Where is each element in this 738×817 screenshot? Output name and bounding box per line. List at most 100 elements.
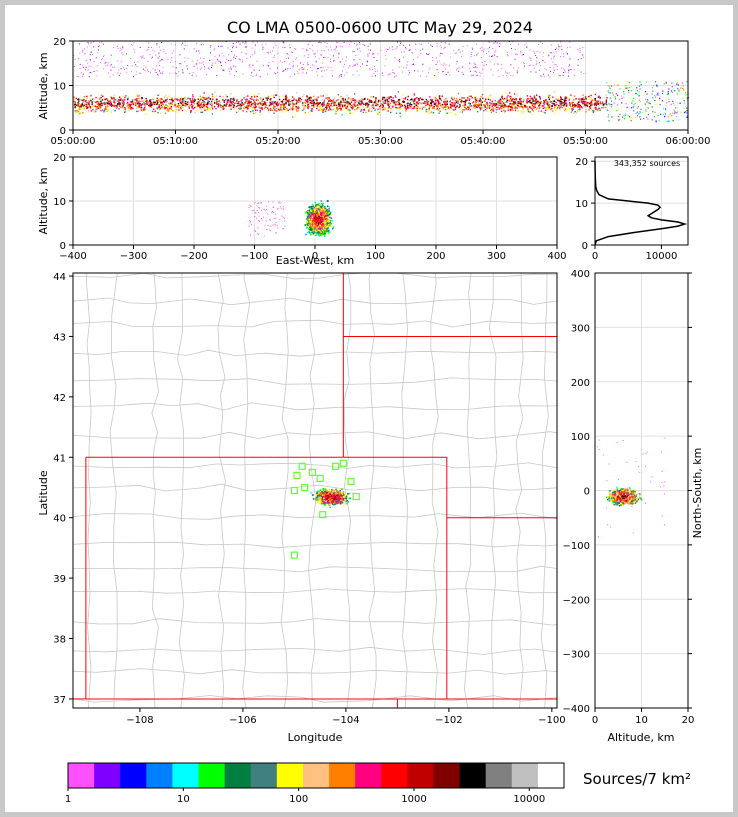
source-point (118, 103, 120, 105)
source-point (276, 101, 279, 103)
source-point (547, 54, 549, 56)
source-point (645, 98, 647, 100)
source-point (249, 97, 252, 100)
source-point (583, 98, 585, 101)
source-point (314, 232, 316, 234)
source-point (310, 211, 313, 213)
source-point (374, 104, 377, 107)
source-point (215, 107, 217, 110)
source-point (363, 98, 366, 100)
source-point (258, 69, 260, 71)
source-point (347, 108, 349, 111)
source-point (495, 41, 497, 43)
source-point (512, 101, 515, 103)
source-point (172, 110, 175, 112)
source-point (292, 116, 294, 118)
source-point (92, 98, 94, 100)
source-point (275, 102, 277, 105)
source-point (117, 72, 119, 74)
source-point (264, 103, 266, 105)
source-point (89, 60, 91, 62)
source-point (568, 75, 570, 77)
source-point (459, 104, 461, 106)
source-point (534, 106, 537, 108)
source-point (457, 101, 459, 103)
source-point (85, 69, 87, 71)
source-point (273, 112, 275, 114)
source-point (492, 55, 494, 57)
source-point (454, 113, 457, 115)
source-point (84, 104, 87, 107)
source-point (254, 112, 257, 114)
source-point (329, 224, 331, 227)
source-point (254, 94, 256, 96)
source-point (141, 56, 143, 58)
source-point (385, 58, 387, 60)
source-point (514, 58, 516, 60)
source-point (169, 62, 171, 64)
source-point (340, 98, 343, 100)
source-point (271, 101, 273, 103)
source-point (484, 105, 486, 107)
source-point (616, 109, 618, 112)
source-point (584, 106, 587, 108)
source-point (175, 110, 177, 112)
source-point (156, 97, 158, 100)
source-point (324, 231, 326, 234)
source-point (522, 111, 525, 113)
source-point (174, 99, 176, 101)
source-point (525, 106, 527, 108)
source-point (540, 75, 542, 77)
source-point (566, 53, 568, 55)
source-point (528, 100, 530, 103)
source-point (574, 105, 576, 107)
source-point (514, 48, 516, 50)
source-point (456, 97, 458, 100)
source-point (470, 75, 472, 77)
source-point (543, 110, 545, 113)
source-point (671, 91, 673, 93)
source-point (416, 110, 418, 112)
source-point (506, 75, 508, 77)
source-point (428, 103, 430, 106)
source-point (319, 204, 321, 206)
source-point (343, 63, 345, 65)
source-point (533, 106, 535, 108)
source-point (358, 47, 360, 49)
source-point (338, 76, 340, 78)
source-point (498, 104, 500, 107)
source-point (660, 113, 662, 115)
source-point (674, 90, 676, 92)
source-point (510, 105, 512, 108)
source-point (425, 75, 427, 77)
source-point (236, 55, 238, 57)
source-point (230, 67, 232, 69)
source-point (347, 97, 350, 100)
source-point (317, 231, 320, 233)
source-point (315, 234, 317, 237)
source-point (398, 99, 401, 101)
source-point (79, 52, 81, 54)
source-point (377, 113, 379, 115)
source-point (421, 108, 424, 110)
source-point (225, 41, 227, 43)
source-point (489, 99, 491, 101)
source-point (87, 99, 90, 102)
source-point (495, 111, 498, 114)
source-point (627, 89, 630, 92)
source-point (409, 107, 411, 110)
source-point (553, 102, 555, 105)
source-point (228, 54, 230, 56)
source-point (346, 100, 348, 103)
source-point (439, 110, 441, 113)
source-point (535, 98, 537, 100)
source-point (556, 103, 558, 106)
source-point (171, 98, 173, 101)
source-point (478, 104, 480, 106)
source-point (377, 108, 379, 111)
source-point (234, 74, 236, 76)
source-point (476, 66, 478, 68)
source-point (126, 105, 129, 107)
source-point (248, 104, 251, 107)
source-point (516, 107, 519, 109)
